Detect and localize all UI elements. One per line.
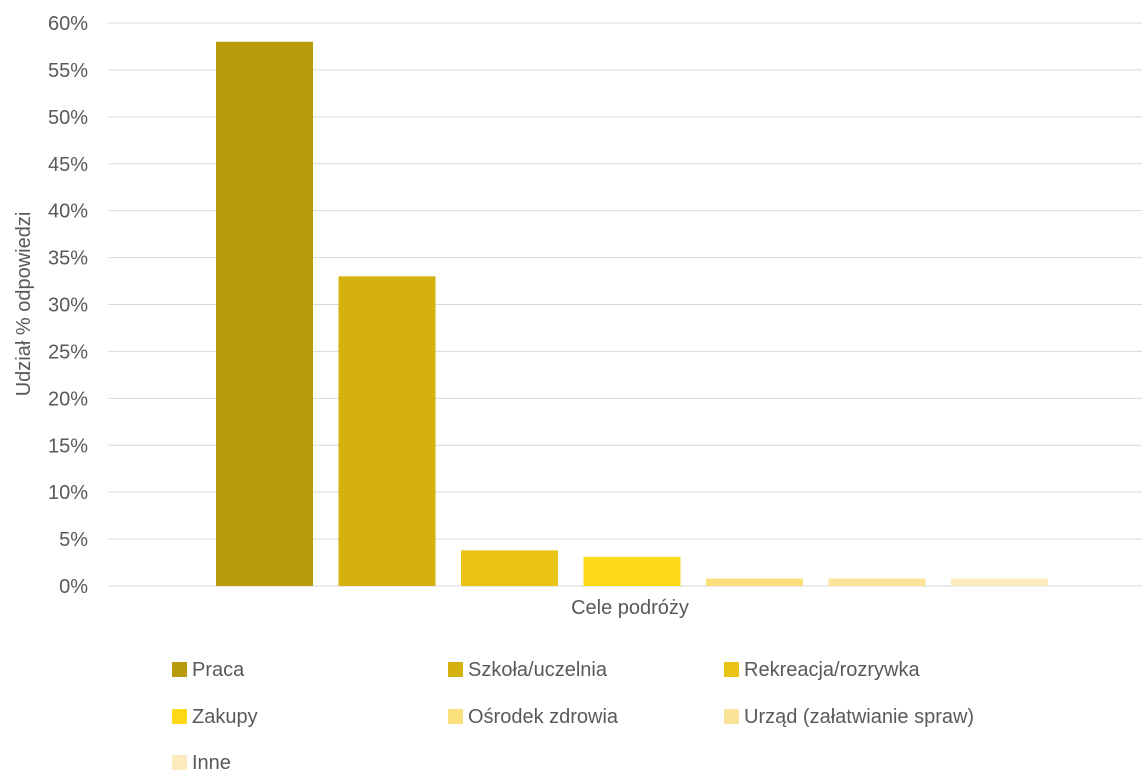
y-axis-ticks: 0% 5% 10% 15% 20% 25% 30% 35% 40% 45% 50% 55% 60% bbox=[48, 13, 88, 598]
y-tick-label: 60% bbox=[48, 13, 88, 35]
legend-label: Szkoła/uczelnia bbox=[468, 659, 608, 681]
legend-swatch bbox=[172, 755, 187, 770]
legend-swatch bbox=[172, 662, 187, 677]
bar bbox=[706, 578, 803, 586]
legend: Praca Szkoła/uczelnia Rekreacja/rozrywka Za… bbox=[172, 659, 974, 774]
y-tick-label: 55% bbox=[48, 60, 88, 82]
y-tick-label: 35% bbox=[48, 248, 88, 270]
y-tick-label: 20% bbox=[48, 388, 88, 410]
legend-swatch bbox=[172, 709, 187, 724]
y-axis-label: Udział % odpowiedzi bbox=[13, 212, 35, 397]
y-tick-label: 5% bbox=[59, 529, 88, 551]
y-tick-label: 45% bbox=[48, 154, 88, 176]
bar bbox=[583, 556, 681, 586]
y-tick-label: 40% bbox=[48, 201, 88, 223]
y-tick-label: 30% bbox=[48, 295, 88, 317]
bar bbox=[338, 276, 436, 586]
legend-swatch bbox=[448, 709, 463, 724]
bar bbox=[461, 550, 558, 586]
x-axis-label: Cele podróży bbox=[571, 597, 689, 619]
legend-label: Urząd (załatwianie spraw) bbox=[744, 706, 974, 728]
y-tick-label: 10% bbox=[48, 482, 88, 504]
legend-label: Inne bbox=[192, 752, 231, 774]
legend-label: Rekreacja/rozrywka bbox=[744, 659, 920, 681]
bar bbox=[828, 578, 926, 586]
y-tick-label: 25% bbox=[48, 341, 88, 363]
legend-swatch bbox=[724, 709, 739, 724]
legend-label: Ośrodek zdrowia bbox=[468, 706, 619, 728]
bars bbox=[216, 41, 1048, 587]
legend-swatch bbox=[724, 662, 739, 677]
y-tick-label: 15% bbox=[48, 435, 88, 457]
legend-swatch bbox=[448, 662, 463, 677]
y-tick-label: 50% bbox=[48, 107, 88, 129]
bar bbox=[951, 578, 1048, 586]
bar bbox=[216, 41, 313, 587]
legend-label: Zakupy bbox=[192, 706, 258, 728]
y-tick-label: 0% bbox=[59, 576, 88, 598]
legend-label: Praca bbox=[192, 659, 245, 681]
